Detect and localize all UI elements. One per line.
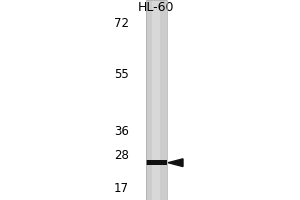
- Bar: [146, 160, 167, 165]
- Text: 17: 17: [114, 182, 129, 195]
- Bar: [152, 0, 160, 200]
- Bar: [146, 0, 167, 200]
- Text: HL-60: HL-60: [138, 1, 174, 14]
- Polygon shape: [168, 159, 183, 167]
- Text: 28: 28: [114, 149, 129, 162]
- Text: 55: 55: [114, 68, 129, 81]
- Text: 36: 36: [114, 125, 129, 138]
- Text: 72: 72: [114, 17, 129, 30]
- Bar: [146, 0, 167, 200]
